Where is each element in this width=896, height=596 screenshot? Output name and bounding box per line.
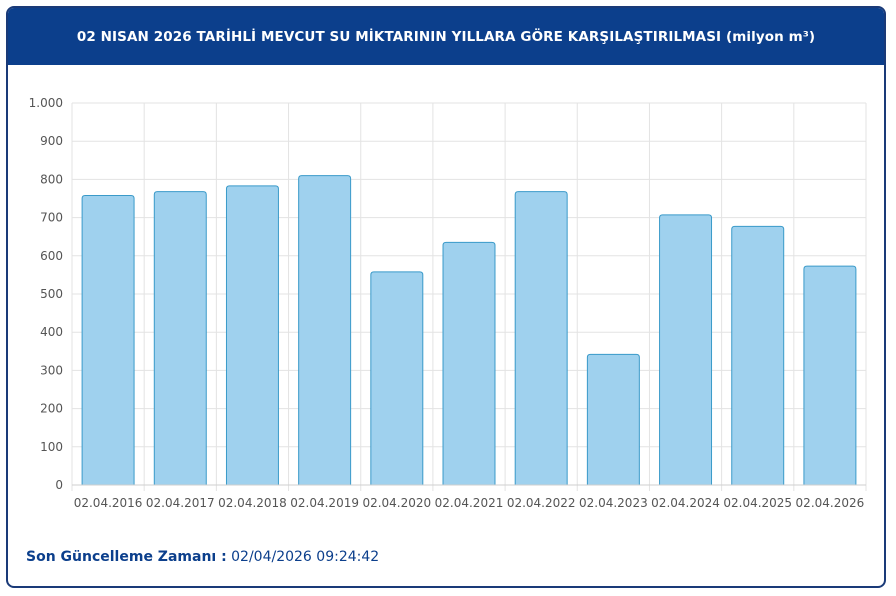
x-tick-label: 02.04.2026 [796,496,865,510]
last-update: Son Güncelleme Zamanı : 02/04/2026 09:24… [26,549,379,565]
bar [586,353,640,486]
x-tick-label: 02.04.2024 [651,496,720,510]
bar [514,191,568,486]
y-tick-label: 900 [40,134,63,148]
y-tick-label: 600 [40,249,63,263]
bar [81,194,135,486]
x-tick-label: 02.04.2023 [579,496,648,510]
chart-title: 02 NISAN 2026 TARİHLİ MEVCUT SU MİKTARIN… [76,28,816,45]
bar [803,265,857,486]
x-tick-label: 02.04.2021 [435,496,504,510]
x-tick-label: 02.04.2018 [218,496,287,510]
y-tick-label: 500 [40,287,63,301]
x-tick-label: 02.04.2019 [290,496,359,510]
y-tick-label: 800 [40,172,63,186]
bar [298,175,352,486]
y-tick-label: 100 [40,440,63,454]
y-tick-label: 300 [40,363,63,377]
x-tick-label: 02.04.2022 [507,496,576,510]
chart-area: 0 100 200 300 400 500 600 700 800 900 1.000 02.04.2… [8,65,884,515]
bar-chart: 0 100 200 300 400 500 600 700 800 900 1.000 02.04.2… [29,96,867,510]
x-tick-label: 02.04.2025 [723,496,792,510]
y-tick-label: 200 [40,402,63,416]
bar [659,214,713,486]
bar [225,185,279,486]
x-tick-label: 02.04.2020 [362,496,431,510]
bar [731,225,785,486]
chart-card: 02 NISAN 2026 TARİHLİ MEVCUT SU MİKTARIN… [6,6,886,588]
y-tick-label: 700 [40,211,63,225]
y-tick-label: 400 [40,325,63,339]
bar [153,191,207,486]
last-update-value: 02/04/2026 09:24:42 [231,549,380,565]
x-tick-label: 02.04.2017 [146,496,215,510]
x-tick-label: 02.04.2016 [74,496,143,510]
y-tick-label: 1.000 [29,96,63,110]
chart-title-bar: 02 NISAN 2026 TARİHLİ MEVCUT SU MİKTARIN… [8,8,884,65]
y-tick-label: 0 [55,478,63,492]
last-update-label: Son Güncelleme Zamanı : [26,549,227,565]
bar [370,271,424,486]
bar [442,241,496,486]
